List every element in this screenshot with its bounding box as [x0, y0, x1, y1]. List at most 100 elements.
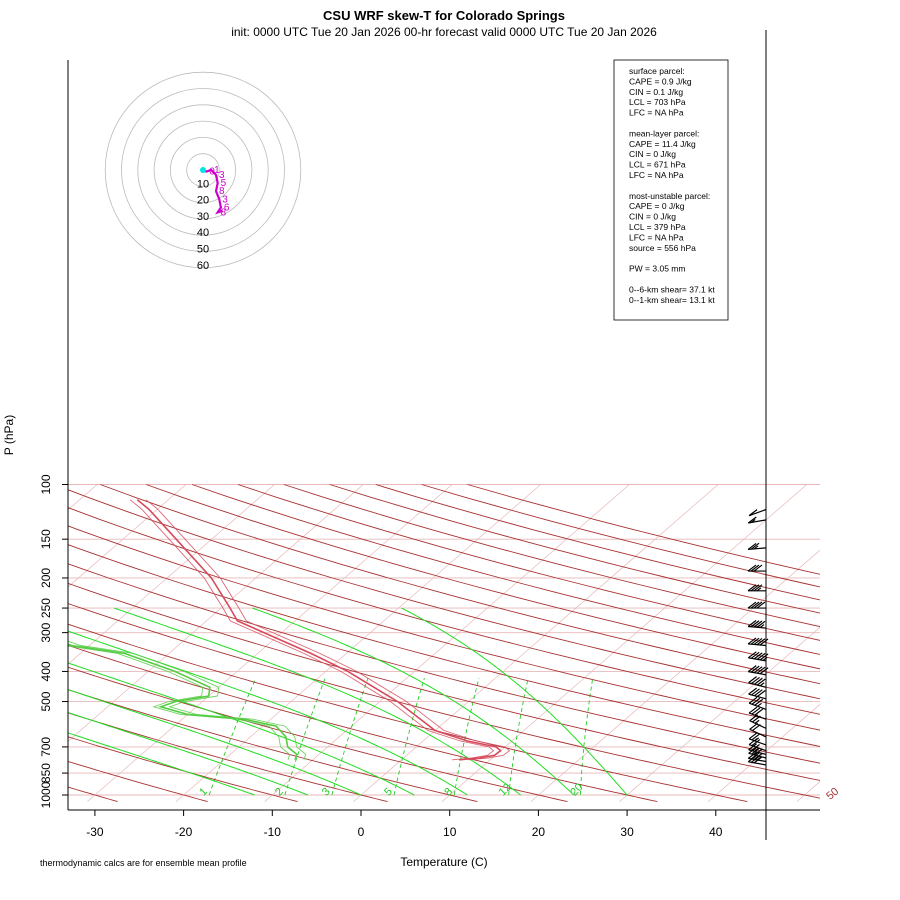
wind-barb-flag — [747, 584, 757, 592]
info-line: CIN = 0.1 J/kg — [629, 87, 683, 97]
x-axis-label: Temperature (C) — [400, 855, 487, 869]
y-tick-label: 400 — [39, 661, 53, 681]
moist-adiabat--6 — [68, 711, 308, 796]
info-line: PW = 3.05 mm — [629, 264, 685, 274]
wind-barb-flag — [754, 748, 763, 756]
info-line: CAPE = 0.9 J/kg — [629, 76, 692, 86]
info-line: 0--6-km shear= 37.1 kt — [629, 284, 715, 294]
wind-barb-flag — [747, 755, 757, 763]
moist-adiabat-0 — [68, 689, 362, 796]
moist-adiabat-24 — [252, 607, 575, 796]
wind-barb-flag — [750, 542, 760, 550]
wind-barb-flag — [750, 637, 760, 645]
dry-adiabat-160 — [283, 484, 820, 628]
info-line: surface parcel: — [629, 66, 685, 76]
dry-adiabat-70 — [68, 563, 820, 764]
wind-barb — [747, 542, 767, 551]
dry-adiabat--20 — [68, 761, 208, 803]
hodograph-point-label: 3 — [219, 170, 225, 181]
wind-barb-flag — [756, 666, 766, 674]
mixing-ratio-line-2 — [284, 677, 326, 796]
dry-adiabat-10 — [68, 689, 478, 803]
isotherm--50 — [68, 484, 275, 665]
sounding-profiles — [68, 499, 511, 761]
wind-barb-flag — [748, 676, 757, 684]
y-tick-label: 1000 — [39, 781, 53, 808]
y-tick-label: 300 — [39, 622, 53, 642]
mixing-ratio-line-5 — [393, 677, 425, 796]
wind-barb-flag — [759, 653, 769, 661]
x-tick-label: 10 — [443, 825, 457, 839]
dewpoint-profile-line — [68, 645, 291, 760]
wind-barb-flag — [748, 743, 757, 751]
wind-barb-flag — [759, 638, 769, 646]
x-tick-label: -20 — [175, 825, 193, 839]
info-line: LFC = NA hPa — [629, 232, 684, 242]
moist-adiabat-30 — [401, 607, 628, 796]
wind-barb-flag — [751, 688, 760, 696]
hodograph-point-label: 1 — [214, 165, 220, 176]
wind-barb-flag — [747, 542, 757, 550]
info-line: CAPE = 11.4 J/kg — [629, 139, 696, 149]
temperature-profile-line — [136, 499, 502, 761]
isotherm-30 — [619, 626, 820, 802]
y-tick-label: 200 — [39, 568, 53, 588]
wind-barb-flag — [751, 707, 761, 715]
wind-barb-flag — [753, 756, 763, 764]
wind-barb-flag — [751, 676, 760, 684]
wind-barb — [747, 564, 766, 572]
isotherm-40 — [708, 703, 820, 802]
wind-barb — [747, 620, 767, 629]
hodograph-point-label: 3 — [222, 194, 228, 205]
y-axis-label: P (hPa) — [2, 415, 16, 455]
dewpoint-profile-line — [68, 640, 307, 760]
wind-barb-half-flag — [762, 656, 768, 661]
hodograph-ring-label: 30 — [197, 211, 209, 223]
dry-adiabat-120 — [100, 484, 820, 685]
x-tick-label: 0 — [358, 825, 365, 839]
wind-barb-flag — [756, 601, 766, 609]
hodograph-origin-marker — [200, 167, 206, 173]
wind-barb-half-flag — [753, 545, 759, 550]
wind-barb-flag — [749, 722, 759, 730]
dry-adiabat-60 — [68, 582, 820, 781]
wind-barb-flag — [750, 564, 760, 572]
wind-barb-flag — [754, 708, 764, 716]
wind-barb-flag — [750, 665, 760, 673]
wind-barb-flag — [751, 747, 760, 755]
wind-barb-staff — [748, 519, 767, 524]
info-line: CIN = 0 J/kg — [629, 149, 676, 159]
dry-adiabat-50 — [68, 603, 820, 799]
hodograph-ring-label: 20 — [197, 195, 209, 207]
dewpoint-profile-line — [68, 643, 298, 761]
wind-barb — [747, 584, 766, 592]
wind-barb-flag — [750, 755, 760, 763]
chart-subtitle: init: 0000 UTC Tue 20 Jan 2026 00-hr for… — [231, 25, 657, 39]
hodograph-ring-label: 50 — [197, 244, 209, 256]
wind-barb-flag — [747, 601, 757, 609]
temperature-ticks: -30 -20 -10 0 10 20 30 40 — [86, 810, 723, 839]
hodograph-point-label: 5 — [221, 178, 227, 189]
wind-barb-flag — [753, 584, 763, 592]
wind-barb-flag — [751, 733, 761, 741]
wind-barb-flag — [747, 637, 757, 645]
info-line: CIN = 0 J/kg — [629, 212, 676, 222]
wind-barb-flag — [748, 746, 757, 754]
wind-barb-flag — [753, 620, 763, 628]
hodograph-ring-20 — [169, 136, 236, 203]
info-line: CAPE = 0 J/kg — [629, 201, 685, 211]
y-tick-label: 700 — [39, 737, 53, 757]
wind-barb-flag — [756, 678, 766, 686]
dry-adiabat--10 — [68, 736, 298, 803]
wind-barb-flag — [750, 601, 760, 609]
wind-barb-flag — [750, 620, 760, 628]
y-tick-label: 250 — [39, 598, 53, 618]
info-line: 0--1-km shear= 13.1 kt — [629, 295, 715, 305]
moist-adiabat--12 — [68, 732, 255, 796]
wind-barb — [748, 746, 767, 759]
wind-barb-half-flag — [756, 587, 762, 592]
hodograph-point-label: 0 — [209, 167, 215, 178]
wind-barb-flag — [759, 667, 769, 675]
